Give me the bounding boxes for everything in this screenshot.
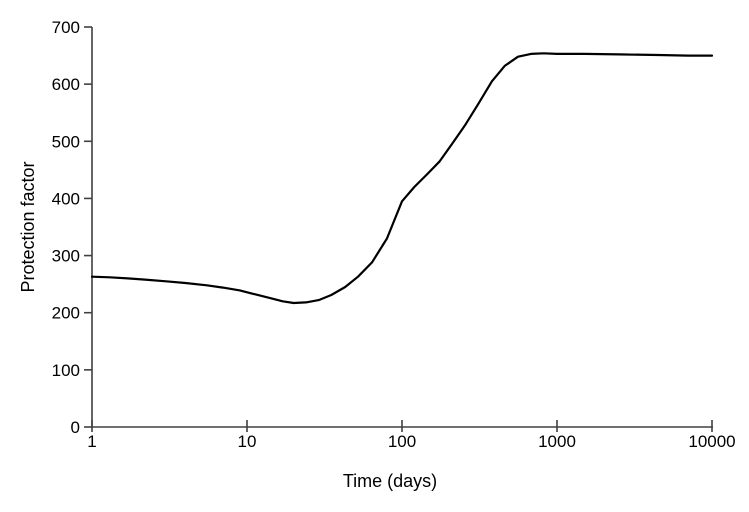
y-axis: 0 100 200 300 400 500 600 700 xyxy=(52,18,93,437)
y-tick-label: 400 xyxy=(52,189,80,208)
y-tick-label: 100 xyxy=(52,361,80,380)
x-tick-label: 100 xyxy=(388,432,416,451)
y-axis-title: Protection factor xyxy=(18,161,38,292)
y-tick-label: 600 xyxy=(52,75,80,94)
x-tick-label: 10000 xyxy=(688,432,735,451)
x-tick-label: 10 xyxy=(238,432,257,451)
x-axis-title: Time (days) xyxy=(343,471,437,491)
y-tick-label: 700 xyxy=(52,18,80,37)
y-tick-label: 500 xyxy=(52,132,80,151)
series-line xyxy=(90,52,714,305)
x-tick-label: 1 xyxy=(87,432,96,451)
y-tick-label: 300 xyxy=(52,247,80,266)
x-tick-label: 1000 xyxy=(538,432,576,451)
y-tick-label: 200 xyxy=(52,304,80,323)
x-axis: 1 10 100 1000 10000 xyxy=(87,420,736,451)
y-tick-label: 0 xyxy=(71,418,80,437)
